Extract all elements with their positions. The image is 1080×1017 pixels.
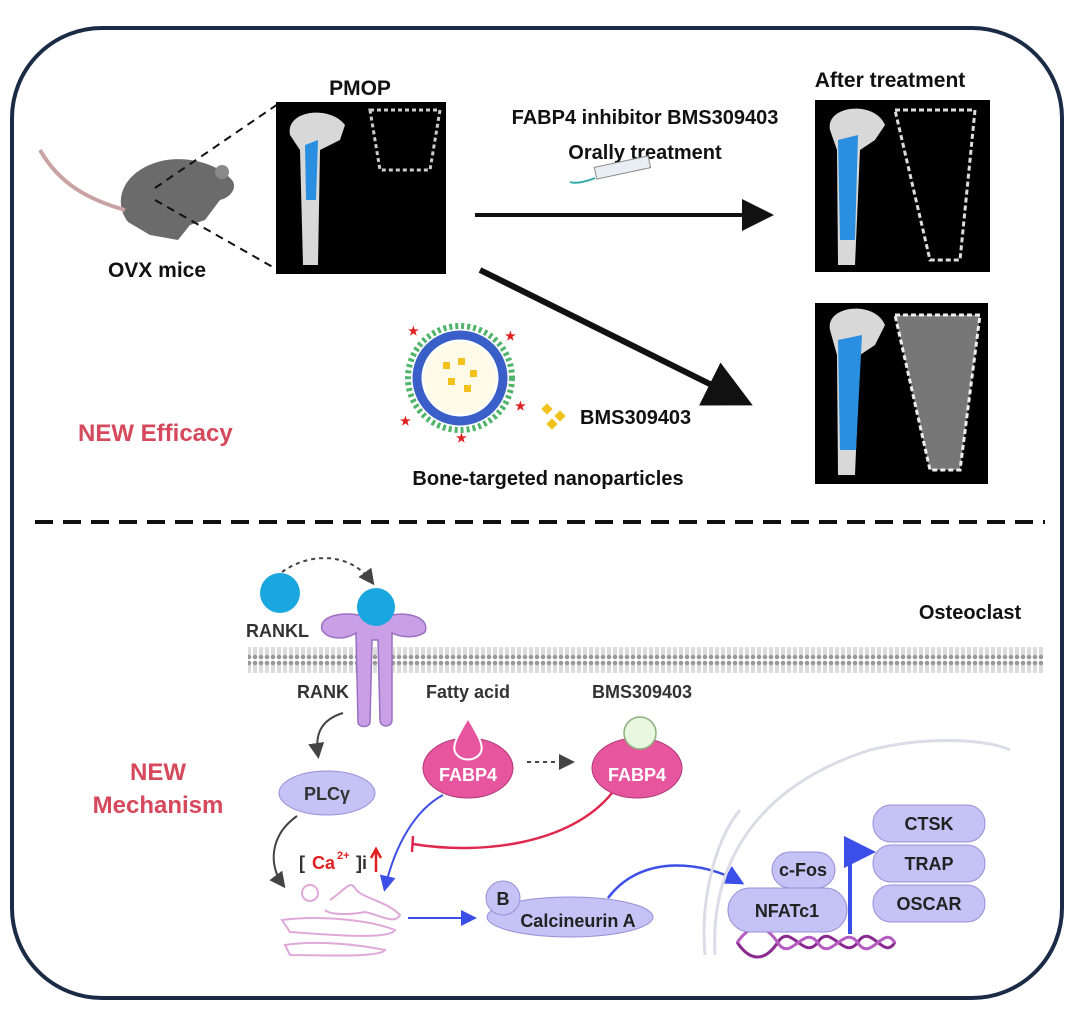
syringe-icon	[569, 155, 652, 184]
target-gene-ctsk: CTSK	[872, 804, 986, 843]
nanoparticle-icon: ★ ★ ★ ★ ★	[400, 323, 526, 445]
svg-text:★: ★	[456, 431, 467, 445]
mouse-icon	[38, 149, 235, 240]
new-mechanism-line2: Mechanism	[93, 792, 224, 819]
transcription-arrow	[844, 836, 876, 934]
fabp4-label: FABP4	[439, 765, 497, 785]
dna-helix	[735, 926, 897, 959]
plc-to-er-arrow	[269, 815, 298, 889]
nuclear-envelope	[702, 739, 1011, 956]
endoplasmic-reticulum-icon	[280, 884, 402, 957]
bms309403-label: BMS309403	[592, 682, 692, 702]
target-gene-trap: TRAP	[872, 844, 986, 883]
calcium-label: [ Ca 2+ ]i	[299, 850, 367, 873]
new-efficacy-label: NEW Efficacy	[78, 420, 233, 447]
calcium-charge: 2+	[337, 850, 350, 862]
outer-frame	[10, 26, 1064, 1000]
calcineurin-a	[486, 896, 654, 938]
increase-arrow-icon	[369, 846, 383, 872]
svg-text:★: ★	[400, 414, 411, 428]
rank-receptor	[321, 588, 427, 728]
treatment-title: FABP4 inhibitor BMS309403	[512, 107, 779, 129]
rank-to-plc-arrow	[308, 712, 344, 759]
after-treatment-label: After treatment	[815, 69, 966, 92]
calcium-ion: Ca	[312, 853, 336, 873]
oscar-label: OSCAR	[896, 894, 961, 914]
plc-gamma	[278, 770, 376, 816]
drug-label: BMS309403	[580, 407, 691, 429]
pmop-label: PMOP	[329, 77, 391, 100]
fabp4-inhibited-label: FABP4	[608, 765, 666, 785]
nanoparticle-label: Bone-targeted nanoparticles	[412, 468, 683, 490]
trap-label: TRAP	[905, 854, 954, 874]
binding-arrow	[281, 557, 375, 586]
treatment-route: Orally treatment	[568, 142, 722, 164]
nfatc1-label: NFATc1	[755, 901, 819, 921]
rankl-label: RANKL	[246, 621, 309, 641]
osteoclast-label: Osteoclast	[919, 602, 1022, 624]
svg-text:★: ★	[505, 329, 516, 343]
calcineurin-b-label: B	[497, 889, 510, 909]
fabp4-activation-arrow	[379, 794, 444, 892]
new-mechanism-line1: NEW	[130, 759, 186, 786]
calcineurin-b	[485, 880, 521, 916]
ovx-mice-label: OVX mice	[108, 259, 206, 282]
microct-pmop-image	[276, 102, 446, 274]
microct-nanoparticle-image	[815, 303, 988, 484]
calcineurin-a-label: Calcineurin A	[520, 911, 635, 931]
fabp4-fatty-acid-complex	[422, 716, 514, 799]
inhibition-bar	[410, 835, 415, 853]
svg-text:★: ★	[408, 324, 419, 338]
drug-molecule-icon	[541, 403, 566, 430]
bracket-open: [	[299, 853, 305, 873]
zoom-line	[154, 199, 279, 271]
bracket-close: ]i	[356, 853, 367, 873]
zoom-line	[154, 103, 279, 189]
nanoparticle-treatment-arrow	[478, 267, 753, 406]
target-gene-oscar: OSCAR	[872, 884, 986, 923]
fatty-acid-label: Fatty acid	[426, 682, 510, 702]
c-fos	[771, 851, 836, 889]
c-fos-label: c-Fos	[779, 860, 827, 880]
ctsk-label: CTSK	[905, 814, 954, 834]
rankl-ligand	[260, 573, 300, 613]
rank-label: RANK	[297, 682, 349, 702]
microct-oral-image	[815, 100, 990, 272]
fabp4-inhibitor-complex	[591, 716, 683, 799]
bms309403-inhibition-line	[412, 792, 613, 850]
svg-text:★: ★	[515, 399, 526, 413]
plc-gamma-label: PLCγ	[304, 784, 350, 804]
